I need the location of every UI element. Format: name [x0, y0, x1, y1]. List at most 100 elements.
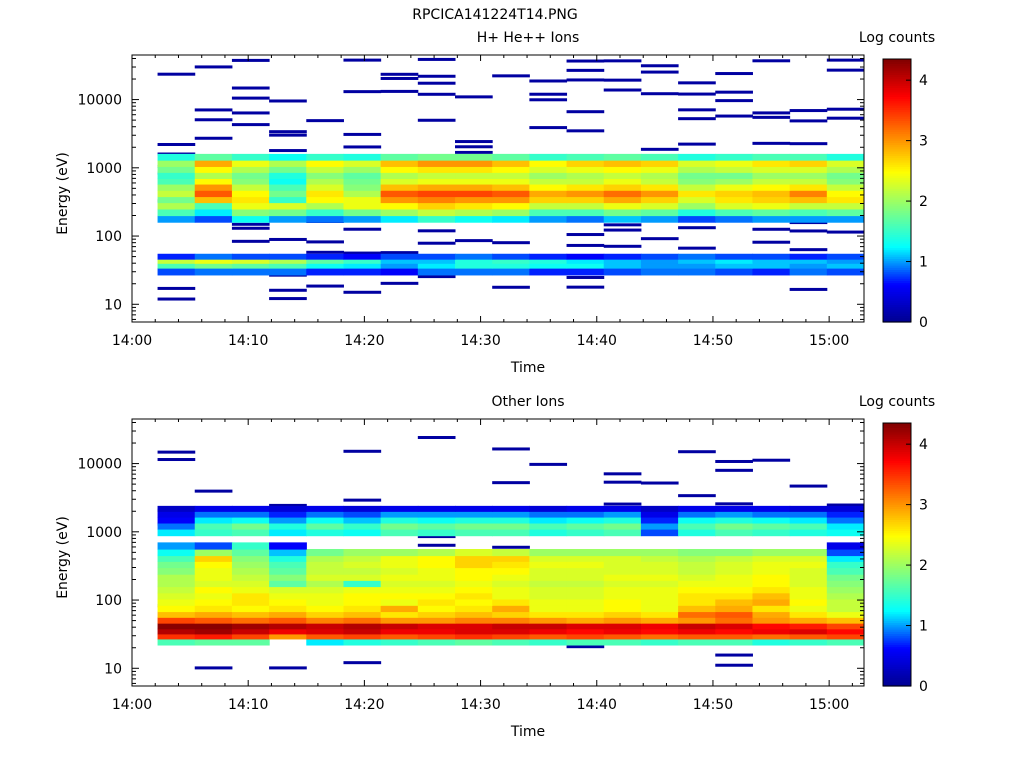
colorbar-segment: [883, 172, 911, 176]
spectrogram-cell: [417, 190, 456, 198]
sparse-cell: [603, 244, 642, 248]
spectrogram-cell: [417, 268, 456, 276]
colorbar-segment: [883, 247, 911, 251]
spectrogram-cell: [789, 516, 828, 524]
colorbar-segment: [883, 159, 911, 163]
colorbar-segment: [883, 604, 911, 608]
sparse-cell: [566, 59, 605, 63]
spectrogram-cell: [678, 574, 716, 581]
spectrogram-cell: [157, 598, 196, 606]
spectrogram-cell: [306, 617, 345, 624]
spectrogram-cell: [678, 166, 716, 173]
spectrogram-cell: [492, 253, 530, 260]
sparse-cell: [640, 481, 679, 485]
spectrogram-cell: [826, 623, 864, 630]
spectrogram-cell: [640, 153, 679, 161]
spectrogram-cell: [231, 178, 270, 185]
colorbar-segment: [883, 642, 911, 645]
colorbar-segment: [883, 115, 911, 119]
sparse-cell: [306, 240, 344, 244]
sparse-cell: [640, 92, 679, 96]
colorbar-segment: [883, 284, 911, 288]
spectrogram-cell: [306, 268, 345, 276]
spectrogram-cell: [455, 623, 493, 630]
spectrogram-cell: [380, 623, 419, 630]
sparse-cell: [566, 645, 605, 649]
spectrogram-cell: [826, 605, 864, 613]
colorbar-segment: [883, 258, 911, 262]
colorbar-segment: [883, 482, 911, 485]
spectrogram-cell: [157, 561, 196, 569]
spectrogram-cell: [640, 253, 679, 260]
colorbar-segment: [883, 304, 911, 308]
colorbar-segment: [883, 249, 911, 253]
spectrogram-cell: [789, 202, 828, 210]
sparse-cell: [343, 145, 382, 149]
spectrogram-cell: [455, 561, 493, 569]
spectrogram-cell: [678, 586, 716, 594]
spectrogram-cell: [492, 166, 530, 173]
colorbar-segment: [883, 493, 911, 496]
spectrogram-cell: [640, 586, 679, 594]
sparse-cell: [603, 472, 642, 476]
colorbar-segment: [883, 223, 911, 227]
spectrogram-cell: [194, 633, 233, 640]
colorbar-segment: [883, 552, 911, 556]
sparse-cell: [417, 118, 456, 122]
spectrogram-cell: [269, 542, 307, 550]
spectrogram-cell: [306, 505, 345, 512]
colorbar-segment: [883, 181, 911, 185]
spectrogram-cell: [529, 628, 568, 635]
spectrogram-cell: [789, 166, 828, 173]
sparse-cell: [417, 543, 456, 547]
spectrogram-cell: [157, 623, 196, 630]
x-tick-label: 15:00: [809, 333, 849, 349]
spectrogram-cell: [380, 528, 419, 537]
sparse-cell: [789, 119, 828, 123]
sparse-cell: [157, 286, 196, 290]
spectrogram-cell: [417, 178, 456, 185]
colorbar-segment: [883, 107, 911, 111]
spectrogram-cell: [157, 586, 196, 594]
colorbar-segment: [883, 629, 911, 632]
spectrogram-cell: [715, 172, 754, 179]
spectrogram-cell: [157, 153, 196, 161]
spectrogram-cell: [678, 190, 716, 198]
colorbar-segment: [883, 611, 911, 615]
colorbar-segment: [883, 243, 911, 246]
colorbar-segment: [883, 637, 911, 641]
sparse-cell: [789, 248, 828, 252]
sparse-cell: [343, 227, 382, 231]
spectrogram-cell: [157, 528, 196, 537]
spectrogram-cell: [752, 268, 791, 276]
spectrogram-cell: [529, 633, 568, 640]
spectrogram-cell: [194, 253, 233, 260]
colorbar-label: Log counts: [859, 394, 935, 410]
colorbar-segment: [883, 650, 911, 654]
spectrogram-cell: [157, 522, 196, 530]
colorbar-segment: [883, 229, 911, 233]
colorbar-segment: [883, 677, 911, 681]
spectrogram-cell: [529, 580, 568, 588]
colorbar-segment: [883, 451, 911, 455]
sparse-cell: [678, 450, 716, 454]
x-axis-label: Time: [510, 360, 545, 376]
spectrogram-cell: [752, 178, 791, 185]
spectrogram-cell: [306, 611, 345, 618]
spectrogram-cell: [715, 598, 754, 606]
spectrogram-cell: [417, 505, 456, 512]
spectrogram-cell: [343, 263, 382, 269]
spectrogram-cell: [455, 598, 493, 606]
sparse-cell: [678, 246, 716, 250]
spectrogram-cell: [492, 511, 530, 518]
spectrogram-cell: [678, 605, 716, 613]
spectrogram-cell: [566, 522, 605, 530]
sparse-cell: [455, 140, 493, 144]
colorbar-segment: [883, 238, 911, 242]
colorbar-tick-label: 2: [919, 558, 928, 574]
colorbar-segment: [883, 72, 911, 75]
colorbar-segment: [883, 59, 911, 62]
spectrogram-cell: [455, 580, 493, 588]
spectrogram-cell: [715, 516, 754, 524]
